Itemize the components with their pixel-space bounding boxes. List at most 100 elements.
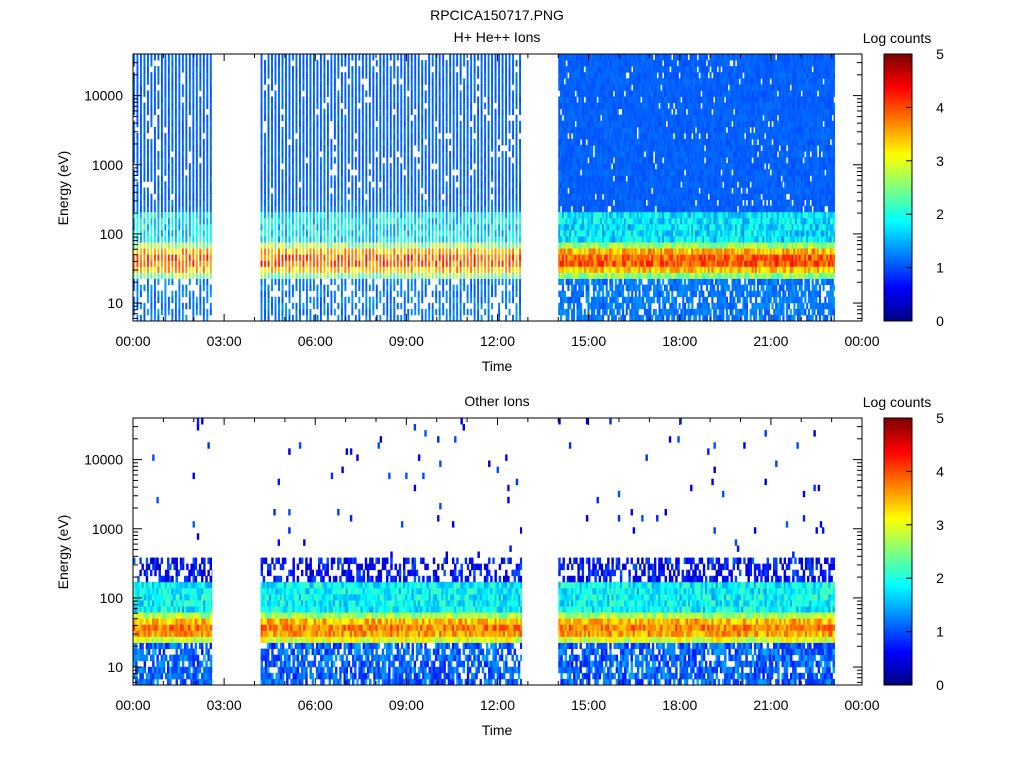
spectrogram-cell: [260, 302, 263, 310]
spectrogram-cell: [386, 157, 389, 164]
spectrogram-cell: [365, 132, 368, 140]
spectrogram-cell: [585, 187, 588, 194]
spectrogram-cell: [445, 248, 448, 255]
spectrogram-cell: [181, 84, 184, 91]
spectrogram-cell: [365, 126, 368, 134]
spectrogram-cell: [594, 278, 597, 285]
spectrogram-cell: [583, 90, 586, 97]
spectrogram-cell: [591, 84, 594, 91]
spectrogram-cell: [185, 205, 188, 213]
spectrogram-cell: [572, 96, 575, 103]
spectrogram-cell: [267, 229, 270, 237]
spectrogram-cell: [344, 296, 347, 304]
spectrogram-cell: [354, 236, 357, 243]
spectrogram-cell: [581, 272, 585, 279]
spectrogram-cell: [396, 314, 399, 322]
spectrogram-cell: [305, 278, 308, 285]
spectrogram-cell: [558, 205, 561, 213]
spectrogram-cell: [400, 102, 403, 110]
spectrogram-cell: [480, 120, 483, 128]
spectrogram-cell: [178, 217, 181, 225]
spectrogram-cell: [501, 260, 504, 267]
spectrogram-cell: [271, 254, 273, 261]
spectrogram-cell: [372, 114, 375, 122]
spectrogram-cell: [351, 199, 354, 207]
spectrogram-cell: [592, 296, 595, 304]
spectrogram-cell: [442, 187, 445, 194]
spectrogram-cell: [414, 278, 417, 285]
spectrogram-cell: [333, 242, 336, 249]
spectrogram-cell: [340, 60, 343, 67]
spectrogram-cell: [574, 205, 577, 213]
spectrogram-cell: [452, 314, 455, 322]
spectrogram-cell: [558, 132, 561, 140]
spectrogram-cell: [278, 126, 280, 134]
spectrogram-cell: [178, 223, 181, 231]
spectrogram-cell: [442, 308, 445, 316]
spectrogram-cell: [171, 163, 174, 170]
spectrogram-cell: [375, 187, 378, 194]
spectrogram-cell: [565, 308, 568, 316]
spectrogram-cell: [351, 151, 354, 158]
spectrogram-cell: [572, 181, 575, 188]
spectrogram-cell: [410, 120, 413, 128]
spectrogram-cell: [292, 114, 294, 122]
spectrogram-cell: [302, 229, 305, 237]
spectrogram-cell: [505, 132, 508, 140]
spectrogram-cell: [563, 54, 566, 61]
spectrogram-cell: [333, 266, 336, 273]
spectrogram-cell: [379, 151, 382, 158]
spectrogram-cell: [351, 175, 354, 182]
spectrogram-cell: [561, 199, 565, 207]
spectrogram-cell: [583, 108, 586, 116]
spectrogram-cell: [598, 211, 601, 219]
spectrogram-cell: [358, 132, 361, 140]
spectrogram-cell: [209, 108, 212, 116]
spectrogram-cell: [382, 248, 385, 255]
spectrogram-cell: [393, 126, 396, 134]
spectrogram-cell: [379, 193, 382, 201]
spectrogram-cell: [274, 114, 277, 122]
spectrogram-cell: [202, 199, 205, 207]
spectrogram-cell: [417, 236, 420, 243]
spectrogram-cell: [281, 266, 284, 273]
spectrogram-cell: [347, 54, 350, 61]
spectrogram-cell: [281, 205, 284, 213]
spectrogram-cell: [316, 296, 319, 304]
spectrogram-cell: [264, 308, 266, 316]
spectrogram-cell: [473, 126, 476, 134]
spectrogram-cell: [428, 90, 431, 97]
spectrogram-cell: [589, 223, 592, 231]
spectrogram-cell: [519, 199, 521, 207]
spectrogram-cell: [299, 205, 301, 213]
spectrogram-cell: [351, 254, 354, 261]
spectrogram-cell: [206, 169, 209, 176]
spectrogram-cell: [344, 223, 347, 231]
spectrogram-cell: [302, 114, 305, 122]
spectrogram-cell: [569, 72, 572, 79]
spectrogram-cell: [202, 145, 205, 152]
spectrogram-cell: [171, 102, 174, 110]
spectrogram-cell: [368, 126, 371, 134]
spectrogram-cell: [302, 102, 305, 110]
spectrogram-cell: [278, 78, 280, 85]
spectrogram-cell: [178, 290, 181, 298]
spectrogram-cell: [347, 211, 350, 219]
spectrogram-cell: [372, 90, 375, 97]
spectrogram-cell: [585, 84, 588, 91]
spectrogram-cell: [150, 284, 153, 292]
spectrogram-cell: [466, 217, 469, 225]
spectrogram-cell: [484, 308, 487, 316]
spectrogram-cell: [428, 175, 431, 182]
spectrogram-cell: [424, 126, 427, 134]
spectrogram-cell: [438, 60, 441, 67]
spectrogram-cell: [512, 181, 514, 188]
spectrogram-cell: [288, 96, 291, 103]
spectrogram-cell: [456, 260, 459, 267]
spectrogram-cell: [382, 278, 385, 285]
spectrogram-cell: [368, 187, 371, 194]
spectrogram-cell: [188, 193, 191, 201]
spectrogram-cell: [583, 132, 586, 140]
spectrogram-cell: [565, 90, 568, 97]
spectrogram-cell: [596, 223, 599, 231]
